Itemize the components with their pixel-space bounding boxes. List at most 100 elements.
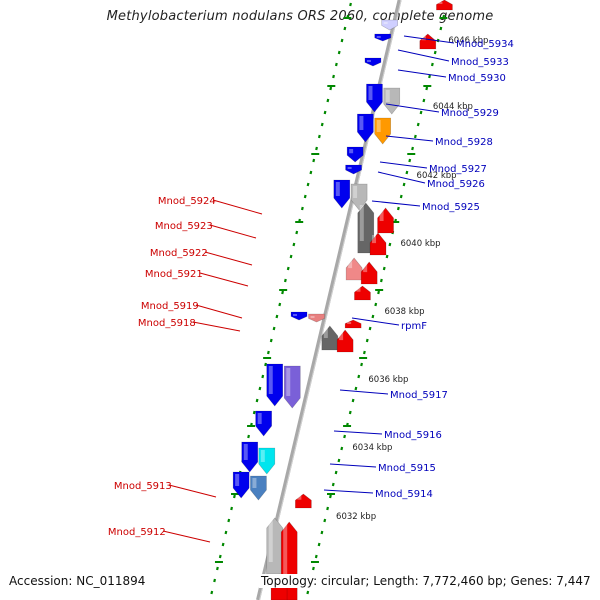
gene-label-mnod_5925: Mnod_5925 <box>422 202 480 213</box>
tick-dot <box>343 26 347 31</box>
gene-arrow-shine <box>297 496 302 500</box>
gene-arrow <box>377 207 394 234</box>
gene-label-rpmf: rpmF <box>401 321 427 332</box>
leader-line <box>377 171 426 184</box>
leader-line <box>168 484 217 498</box>
gene-arrow-shine <box>257 413 262 424</box>
tick-dot <box>405 170 409 175</box>
tick-dot <box>266 350 270 355</box>
gene-arrow-shine <box>283 524 288 588</box>
scale-label: 6044 kbp <box>433 102 473 112</box>
gene-arrow <box>436 0 453 11</box>
gene-label-mnod_5926: Mnod_5926 <box>427 179 485 190</box>
tick-dot <box>289 254 293 259</box>
gene-arrow-shine <box>348 260 353 269</box>
gene-arrow-shine <box>383 22 388 24</box>
tick-dot <box>314 554 318 559</box>
gene-arrow-shine <box>252 478 257 488</box>
tick-dot <box>247 434 251 439</box>
tick-dot <box>343 434 347 439</box>
outer-tick-track <box>306 2 448 595</box>
gene-arrow-shine <box>243 444 248 460</box>
leader-line <box>385 135 434 142</box>
tick-dot <box>428 74 431 79</box>
tick-dot <box>278 302 282 307</box>
tick-dot <box>337 458 341 463</box>
gene-label-mnod_5918: Mnod_5918 <box>138 318 196 329</box>
tick-dot <box>340 446 344 451</box>
scale-label: 6036 kbp <box>368 375 408 385</box>
gene-label-mnod_5930: Mnod_5930 <box>448 73 506 84</box>
tick-dot <box>272 326 276 331</box>
tick-dot <box>216 566 219 571</box>
gene-arrow <box>283 365 301 409</box>
gene-label-mnod_5924: Mnod_5924 <box>158 196 216 207</box>
tick-dot <box>362 350 366 355</box>
leader-line <box>351 317 400 326</box>
leader-line <box>162 530 211 543</box>
leader-line <box>379 161 428 169</box>
gene-arrow-shine <box>293 314 298 316</box>
tick-dot <box>329 86 333 91</box>
tick-dot <box>255 398 259 403</box>
gene-arrow <box>336 329 354 353</box>
leader-line <box>339 389 389 395</box>
gene-arrow-shine <box>366 60 371 62</box>
tick-dot <box>326 98 330 103</box>
tick-dot <box>382 266 386 271</box>
gene-arrow-shine <box>356 288 361 292</box>
gene-arrow <box>360 261 378 285</box>
tick-dot <box>371 314 375 319</box>
tick-dot <box>317 542 321 547</box>
tick-dot <box>413 134 417 139</box>
tick-dot <box>320 122 324 127</box>
tick-dot <box>221 542 225 547</box>
leader-line <box>199 272 249 287</box>
gene-arrow-shine <box>385 90 390 102</box>
gene-label-mnod_5913: Mnod_5913 <box>114 481 172 492</box>
tick-dot <box>326 506 330 511</box>
gene-arrow-shine <box>379 210 384 221</box>
gene-arrow-shine <box>323 328 328 338</box>
scale-label: 6046 kbp <box>448 36 488 46</box>
leader-line <box>204 251 253 266</box>
gene-arrow <box>345 257 363 281</box>
tick-dot <box>213 578 217 583</box>
tick-dot <box>425 86 429 91</box>
tick-dot <box>323 110 327 115</box>
gene-arrow <box>321 325 339 351</box>
tick-dot <box>312 566 315 571</box>
gene-arrow <box>258 447 276 475</box>
gene-arrow <box>345 164 362 175</box>
tick-dot <box>309 170 313 175</box>
reverse-strand-genes <box>232 19 401 501</box>
scale-label: 6040 kbp <box>400 239 440 249</box>
tick-dot <box>385 254 389 259</box>
tick-dot <box>430 62 434 67</box>
tick-dot <box>348 410 352 415</box>
gene-label-mnod_5917: Mnod_5917 <box>390 390 448 401</box>
tick-dot <box>300 206 304 211</box>
gene-arrow-shine <box>310 316 315 318</box>
tick-dot <box>377 290 380 295</box>
gene-arrow-shine <box>339 332 344 341</box>
gene-arrow-shine <box>268 366 273 394</box>
tick-dot <box>227 518 231 523</box>
scale-label: 6032 kbp <box>336 512 376 522</box>
tick-dot <box>306 182 310 187</box>
tick-dot <box>230 506 234 511</box>
tick-dot <box>354 386 358 391</box>
gene-arrow-shine <box>376 36 381 38</box>
gene-label-mnod_5929: Mnod_5929 <box>441 108 499 119</box>
tick-dot <box>292 242 296 247</box>
tick-dot <box>360 362 364 367</box>
gene-label-mnod_5933: Mnod_5933 <box>451 57 509 68</box>
leader-line <box>397 49 450 62</box>
gene-arrow-shine <box>363 264 368 273</box>
gene-arrow-shine <box>359 116 364 130</box>
leader-line <box>397 69 447 78</box>
leader-line <box>209 224 257 239</box>
gene-arrow-shine <box>376 120 381 132</box>
